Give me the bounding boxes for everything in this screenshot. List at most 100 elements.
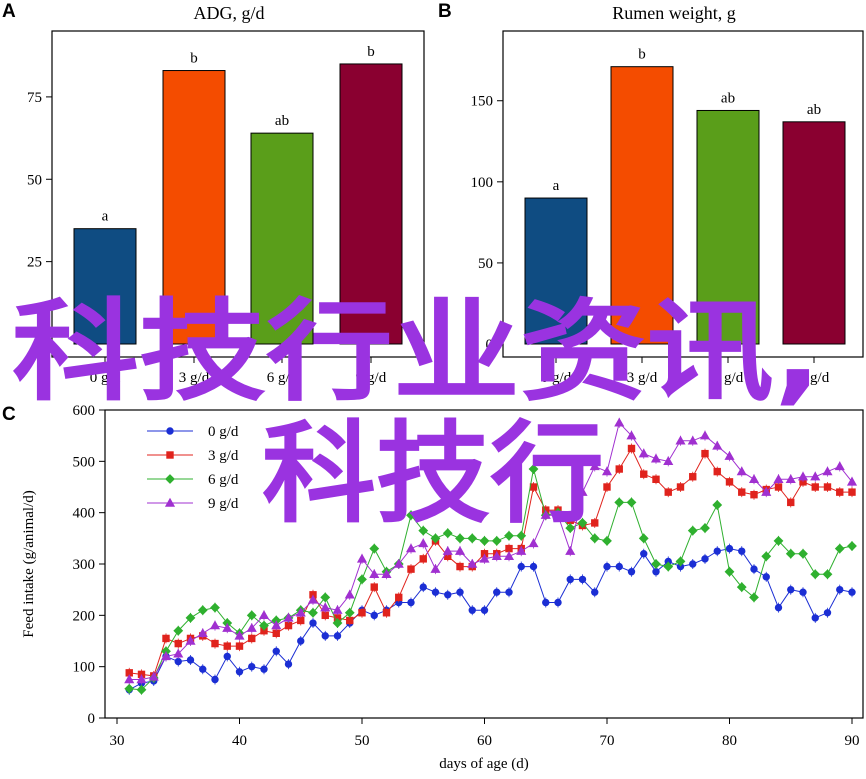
panel-c-data-point xyxy=(626,497,637,508)
panel-c-data-point xyxy=(626,430,637,440)
panel-c-data-point xyxy=(209,620,221,630)
panel-c-data-point xyxy=(774,483,783,491)
watermark-line-2: 科技行 xyxy=(262,410,604,538)
panel-a-bar-letter: b xyxy=(367,44,375,60)
panel-c-data-point xyxy=(811,614,819,622)
panel-c-data-point xyxy=(761,486,772,496)
panel-c-data-point xyxy=(272,629,280,637)
panel-c-data-point xyxy=(577,518,588,528)
panel-c-data-point xyxy=(822,569,833,580)
panel-a-frame xyxy=(51,30,425,358)
panel-a-x-tick-label: 9 g/d xyxy=(356,370,387,386)
panel-c-data-point xyxy=(405,543,417,553)
panel-c-data-point xyxy=(382,609,391,617)
panel-c-data-point xyxy=(663,561,674,572)
panel-c-data-point xyxy=(687,525,698,536)
panel-c-data-point xyxy=(517,562,525,571)
panel-c-data-point xyxy=(442,528,453,539)
panel-c-data-point xyxy=(834,461,845,471)
panel-c-data-point xyxy=(750,565,758,573)
panel-c-data-point xyxy=(785,548,796,559)
panel-c-data-point xyxy=(614,497,625,508)
panel-c-data-point xyxy=(248,662,256,671)
panel-c-series-group xyxy=(125,443,856,681)
panel-a-bar xyxy=(339,63,403,345)
panel-c-letter: C xyxy=(2,404,16,425)
panel-c-data-point xyxy=(749,592,759,603)
panel-c-data-point xyxy=(258,610,270,620)
panel-c-data-point xyxy=(542,598,550,607)
panel-c-data-point xyxy=(493,588,501,596)
panel-c-data-point xyxy=(297,616,305,625)
panel-a-bars: a 0 g/d b 3 g/d ab 6 g/d b 9 g/d xyxy=(73,44,403,386)
panel-c-data-point xyxy=(591,519,599,527)
panel-c-data-point xyxy=(442,545,453,555)
panel-b-x-tick-label: 9 g/d xyxy=(799,370,830,386)
panel-c-series xyxy=(124,417,858,695)
panel-c-data-point xyxy=(211,675,219,684)
panel-c-data-point xyxy=(505,544,513,553)
panel-c-legend-label: 0 g/d xyxy=(208,424,239,440)
panel-a-bar-letter: a xyxy=(102,209,109,225)
panel-c-data-point xyxy=(454,545,466,555)
panel-c-data-point xyxy=(197,628,208,637)
panel-b-x-tick-label: 3 g/d xyxy=(627,370,658,386)
panel-c-data-point xyxy=(701,555,709,563)
panel-c-legend-marker xyxy=(164,497,176,507)
panel-a-x-tick-label: 6 g/d xyxy=(267,370,298,386)
panel-a-letter: A xyxy=(2,1,16,22)
panel-c-legend-label: 6 g/d xyxy=(208,472,239,488)
panel-c-data-point xyxy=(797,471,809,481)
panel-c-data-point xyxy=(663,456,674,466)
panel-b-y-tick-label: 0 xyxy=(486,337,494,353)
panel-c-data-point xyxy=(406,510,416,521)
panel-c-data-point xyxy=(724,566,735,577)
panel-c-data-point xyxy=(173,648,184,658)
panel-c-data-point xyxy=(799,588,807,596)
panel-c-data-point xyxy=(419,583,427,591)
panel-c-series-group xyxy=(125,543,856,695)
panel-c-data-point xyxy=(136,674,147,684)
panel-a-bar xyxy=(73,228,137,345)
panel-a-title: ADG, g/d xyxy=(194,3,265,23)
panel-c-data-point xyxy=(687,435,698,445)
panel-b-title: Rumen weight, g xyxy=(612,3,736,23)
panel-c-data-point xyxy=(407,598,415,607)
panel-c-data-point xyxy=(822,466,833,476)
panel-c-data-point xyxy=(652,475,660,484)
panel-c-data-point xyxy=(455,533,465,544)
panel-c-data-point xyxy=(259,620,269,631)
panel-c-legend-label: 3 g/d xyxy=(208,448,239,464)
panel-c-data-point xyxy=(774,603,783,612)
panel-c-data-point xyxy=(136,684,147,695)
panel-c-data-point xyxy=(467,558,478,568)
panel-c-data-point xyxy=(603,483,611,491)
panel-c-data-point xyxy=(736,466,747,476)
panel-b-bar-letter: ab xyxy=(721,90,735,106)
panel-c-data-point xyxy=(344,607,355,618)
panel-c-data-point xyxy=(199,665,207,673)
panel-c-data-point xyxy=(577,486,588,496)
panel-c-data-point xyxy=(418,538,429,548)
panel-c-data-point xyxy=(615,465,623,473)
panel-c-data-point xyxy=(393,558,404,568)
panel-c-data-point xyxy=(174,657,182,666)
panel-c-data-point xyxy=(309,619,317,627)
panel-c-data-point xyxy=(712,500,723,510)
panel-a-y-tick-label: 0 xyxy=(35,337,43,353)
panel-a-bar xyxy=(162,70,226,345)
panel-c-data-point xyxy=(344,589,355,599)
panel-a-bar-letter: b xyxy=(190,51,198,67)
panel-c-data-point xyxy=(223,642,231,650)
panel-c-data-point xyxy=(185,635,196,645)
panel-a-y-tick-label: 50 xyxy=(27,172,42,188)
panel-c-data-point xyxy=(615,562,623,571)
panel-c-data-point xyxy=(540,510,551,519)
panel-c-data-point xyxy=(467,533,478,544)
panel-c-data-point xyxy=(272,647,280,655)
panel-c-data-point xyxy=(761,551,772,562)
panel-c-data-point xyxy=(811,483,819,491)
panel-c-data-point xyxy=(223,652,231,661)
panel-c-data-point xyxy=(369,569,380,578)
